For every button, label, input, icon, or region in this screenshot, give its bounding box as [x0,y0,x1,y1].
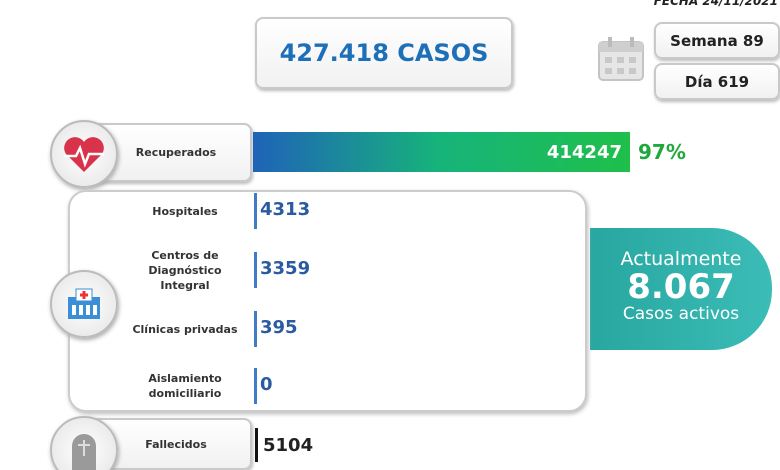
row-value: 395 [260,317,298,338]
row-value: 3359 [260,258,311,279]
active-subtitle: Casos activos [622,304,740,324]
row-value: 4313 [260,199,311,220]
deaths-value: 5104 [263,435,314,456]
day: Día 619 [654,63,780,100]
row-bar [254,193,257,229]
calendar-icon [598,37,644,81]
recovered-bar: 414247 [253,132,630,172]
row-bar [254,311,257,347]
active-box [68,190,587,412]
recovered-percent: 97% [638,140,686,164]
row-label: Clínicas privadas [132,322,238,336]
total-cases: 427.418 CASOS [255,17,513,89]
row-label: Centros de Diagnóstico Integral [148,248,222,292]
row-value: 0 [260,374,273,395]
heart-icon [50,120,118,188]
date: FECHA 24/11/2021 [653,0,778,8]
hospital-icon [50,270,118,338]
active-title: Actualmente [620,248,742,270]
row-bar [254,252,257,288]
row-bar [254,368,257,404]
tomb-icon [50,416,118,470]
deaths-bar [255,428,258,462]
row-label: Aislamiento domiciliario [148,372,222,400]
active-value: 8.067 [627,267,735,307]
row-label: Hospitales [152,204,218,218]
week: Semana 89 [654,22,780,59]
recovered-value: 414247 [546,141,622,163]
active-panel: Actualmente 8.067 Casos activos [590,228,772,350]
